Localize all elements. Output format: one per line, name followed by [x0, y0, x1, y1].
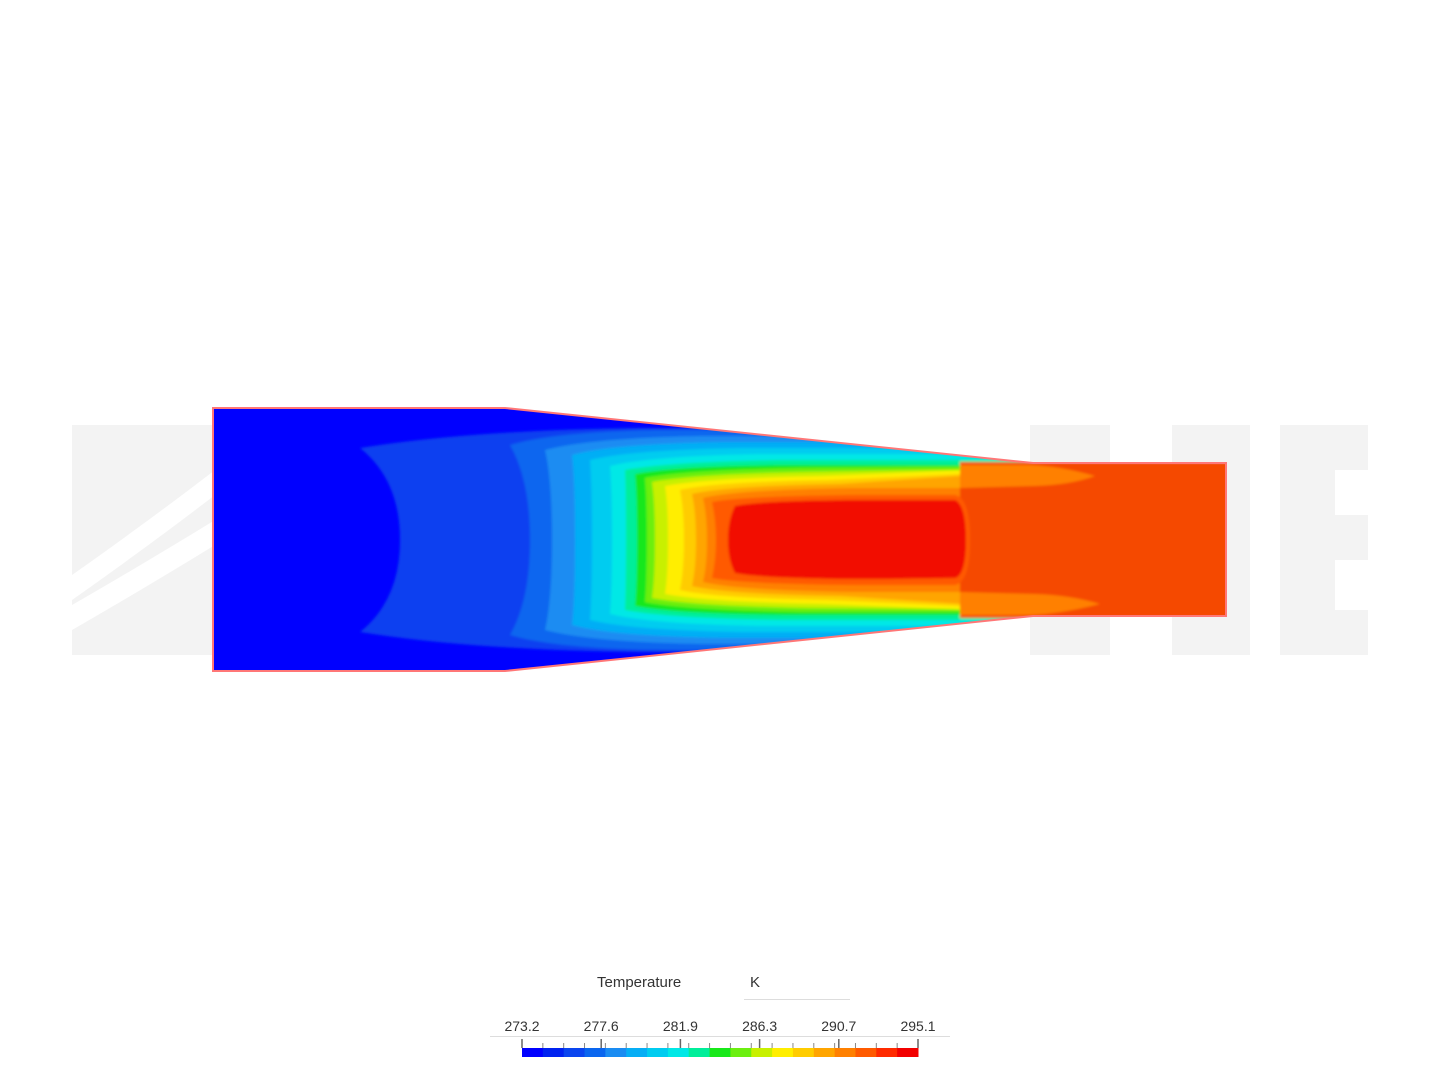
colorbar-swatch — [667, 1048, 690, 1057]
legend-title: Temperature — [597, 974, 682, 991]
legend-tick-label: 290.7 — [821, 1018, 857, 1034]
colorbar-swatch — [730, 1048, 752, 1057]
colorbar-swatch — [522, 1048, 544, 1057]
legend-unit-underline — [744, 999, 850, 1000]
legend-tick-label: 295.1 — [900, 1018, 936, 1034]
colorbar-swatch — [834, 1048, 856, 1057]
colorbar-swatch — [542, 1048, 565, 1057]
colorbar-swatch — [647, 1048, 669, 1057]
legend-tick-label: 277.6 — [583, 1018, 619, 1034]
legend-unit[interactable]: K — [750, 974, 761, 991]
colorbar-swatch — [813, 1048, 836, 1057]
duct-outline — [212, 407, 1227, 672]
colorbar-swatch — [876, 1048, 898, 1057]
colorbar-swatch — [751, 1048, 773, 1057]
colorbar-swatch — [563, 1048, 586, 1057]
colorbar-swatch — [626, 1048, 648, 1057]
legend-tick-label: 286.3 — [742, 1018, 778, 1034]
colorbar-swatch — [792, 1048, 815, 1057]
colorbar-swatch — [584, 1048, 606, 1057]
colorbar — [521, 1039, 919, 1057]
legend-baseline — [490, 1036, 950, 1037]
legend-tick-label: 273.2 — [504, 1018, 540, 1034]
colorbar-swatch — [605, 1048, 627, 1057]
colorbar-swatch — [688, 1048, 711, 1057]
colorbar-swatch — [709, 1048, 731, 1057]
colorbar-swatch — [897, 1048, 919, 1057]
colorbar-swatch — [772, 1048, 794, 1057]
colorbar-legend[interactable]: Temperature K 273.2 277.6 281.9 286.3 290.7 2… — [490, 966, 950, 1066]
legend-tick-label: 281.9 — [662, 1018, 698, 1034]
colorbar-swatch — [855, 1048, 877, 1057]
